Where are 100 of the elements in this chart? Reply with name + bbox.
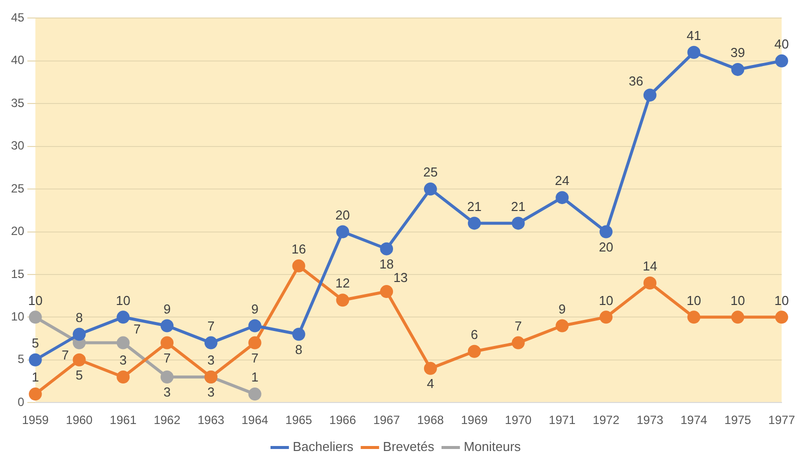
data-label: 39: [730, 45, 745, 60]
point: [512, 216, 525, 230]
data-label: 41: [686, 28, 702, 43]
x-tick-label: 1959: [22, 413, 50, 428]
x-tick-label: 1973: [636, 413, 664, 428]
data-label: 5: [76, 367, 83, 382]
data-label: 14: [642, 258, 658, 274]
data-label: 7: [163, 350, 171, 366]
x-tick-label: 1960: [66, 413, 93, 428]
data-label: 10: [686, 292, 702, 308]
point: [248, 336, 262, 350]
point: [380, 242, 394, 256]
y-tick-label: 35: [10, 96, 25, 110]
point: [600, 310, 613, 324]
x-tick-label: 1967: [373, 413, 400, 428]
point: [731, 62, 744, 76]
point: [424, 362, 437, 375]
point: [336, 294, 350, 307]
point: [556, 191, 569, 204]
point: [775, 54, 788, 68]
point: [512, 336, 525, 350]
x-tick-label: 1977: [768, 413, 796, 428]
y-tick-label: 40: [10, 53, 25, 68]
point: [775, 310, 788, 324]
point: [468, 344, 481, 358]
data-label: 9: [251, 301, 258, 316]
x-tick-label: 1969: [461, 413, 488, 428]
x-tick-label: 1971: [548, 413, 576, 428]
data-label: 9: [558, 301, 566, 316]
y-tick-label: 25: [10, 181, 25, 196]
point: [72, 328, 86, 341]
point: [643, 88, 656, 102]
data-label: 7: [134, 321, 141, 336]
x-tick-label: 1975: [724, 413, 752, 428]
legend-label: Bacheliers: [292, 439, 354, 454]
data-label: 6: [470, 326, 478, 342]
point: [468, 216, 481, 230]
point: [204, 336, 218, 350]
y-tick-label: 0: [18, 394, 25, 409]
data-label: 4: [426, 376, 434, 392]
data-label: 20: [335, 207, 350, 222]
x-tick-label: 1966: [329, 413, 356, 428]
y-tick-label: 5: [18, 352, 25, 366]
data-label: 1: [251, 370, 258, 385]
data-label: 1: [32, 370, 39, 385]
data-label: 16: [292, 242, 306, 257]
x-tick-label: 1962: [154, 413, 181, 428]
point: [380, 285, 394, 298]
y-tick-label: 10: [10, 309, 25, 324]
point: [160, 370, 174, 384]
data-label: 3: [207, 384, 215, 400]
data-label: 10: [116, 292, 130, 308]
point: [248, 388, 262, 401]
x-tick-label: 1970: [504, 413, 532, 428]
data-label: 36: [628, 74, 644, 89]
data-label: 10: [774, 292, 789, 308]
x-tick-label: 1974: [680, 413, 708, 428]
data-label: 7: [62, 347, 69, 362]
point: [28, 388, 42, 401]
data-label: 13: [393, 270, 408, 286]
y-tick-label: 45: [10, 10, 25, 25]
point: [292, 259, 306, 272]
data-label: 9: [163, 301, 171, 316]
x-tick-label: 1972: [592, 413, 620, 428]
data-label: 8: [76, 310, 83, 325]
point: [292, 328, 306, 341]
data-label: 21: [467, 198, 482, 214]
data-label: 18: [379, 256, 394, 272]
x-tick-label: 1964: [241, 413, 269, 428]
data-label: 40: [774, 36, 789, 52]
point: [160, 319, 174, 332]
point: [116, 310, 130, 324]
data-label: 7: [514, 318, 522, 334]
y-tick-label: 15: [10, 266, 25, 281]
data-label: 8: [295, 342, 302, 357]
data-label: 10: [730, 292, 745, 308]
y-tick-label: 30: [10, 138, 25, 153]
data-label: 12: [335, 276, 350, 291]
point: [248, 319, 262, 332]
point: [336, 225, 350, 238]
data-label: 3: [120, 352, 127, 368]
x-tick-label: 1968: [417, 413, 444, 428]
point: [556, 319, 569, 332]
data-label: 10: [28, 292, 43, 308]
point: [731, 310, 744, 324]
point: [687, 46, 700, 59]
y-tick-label: 20: [10, 224, 25, 238]
data-label: 5: [32, 335, 39, 350]
data-label: 3: [207, 352, 215, 368]
x-tick-label: 1961: [110, 413, 137, 428]
data-label: 7: [207, 318, 215, 334]
point: [687, 310, 700, 324]
point: [116, 370, 130, 384]
point: [600, 225, 613, 238]
data-label: 3: [163, 384, 171, 400]
point: [424, 182, 437, 196]
point: [160, 336, 174, 350]
data-label: 25: [423, 164, 438, 180]
point: [643, 276, 656, 290]
point: [72, 353, 86, 366]
